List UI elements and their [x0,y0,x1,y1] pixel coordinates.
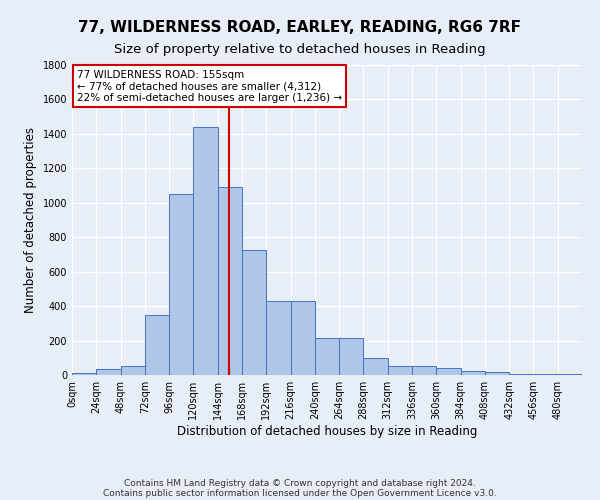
Bar [290,301,315,375]
Bar [242,250,266,375]
Bar [509,374,533,375]
Text: 77 WILDERNESS ROAD: 155sqm
← 77% of detached houses are smaller (4,312)
22% of s: 77 WILDERNESS ROAD: 155sqm ← 77% of deta… [77,70,342,103]
Bar [96,369,121,375]
Bar [218,188,242,375]
Bar [533,374,558,375]
Bar [436,368,461,375]
Bar [412,366,436,375]
Bar [121,366,145,375]
Bar [266,301,290,375]
Bar [364,358,388,375]
Bar [315,338,339,375]
Text: Contains HM Land Registry data © Crown copyright and database right 2024.: Contains HM Land Registry data © Crown c… [124,478,476,488]
Bar [388,366,412,375]
Bar [193,127,218,375]
Bar [485,372,509,375]
Text: 77, WILDERNESS ROAD, EARLEY, READING, RG6 7RF: 77, WILDERNESS ROAD, EARLEY, READING, RG… [79,20,521,35]
Bar [72,374,96,375]
Text: Size of property relative to detached houses in Reading: Size of property relative to detached ho… [114,42,486,56]
Y-axis label: Number of detached properties: Number of detached properties [24,127,37,313]
Bar [461,370,485,375]
Bar [169,194,193,375]
Bar [145,314,169,375]
X-axis label: Distribution of detached houses by size in Reading: Distribution of detached houses by size … [177,424,477,438]
Bar [339,338,364,375]
Bar [558,374,582,375]
Text: Contains public sector information licensed under the Open Government Licence v3: Contains public sector information licen… [103,489,497,498]
